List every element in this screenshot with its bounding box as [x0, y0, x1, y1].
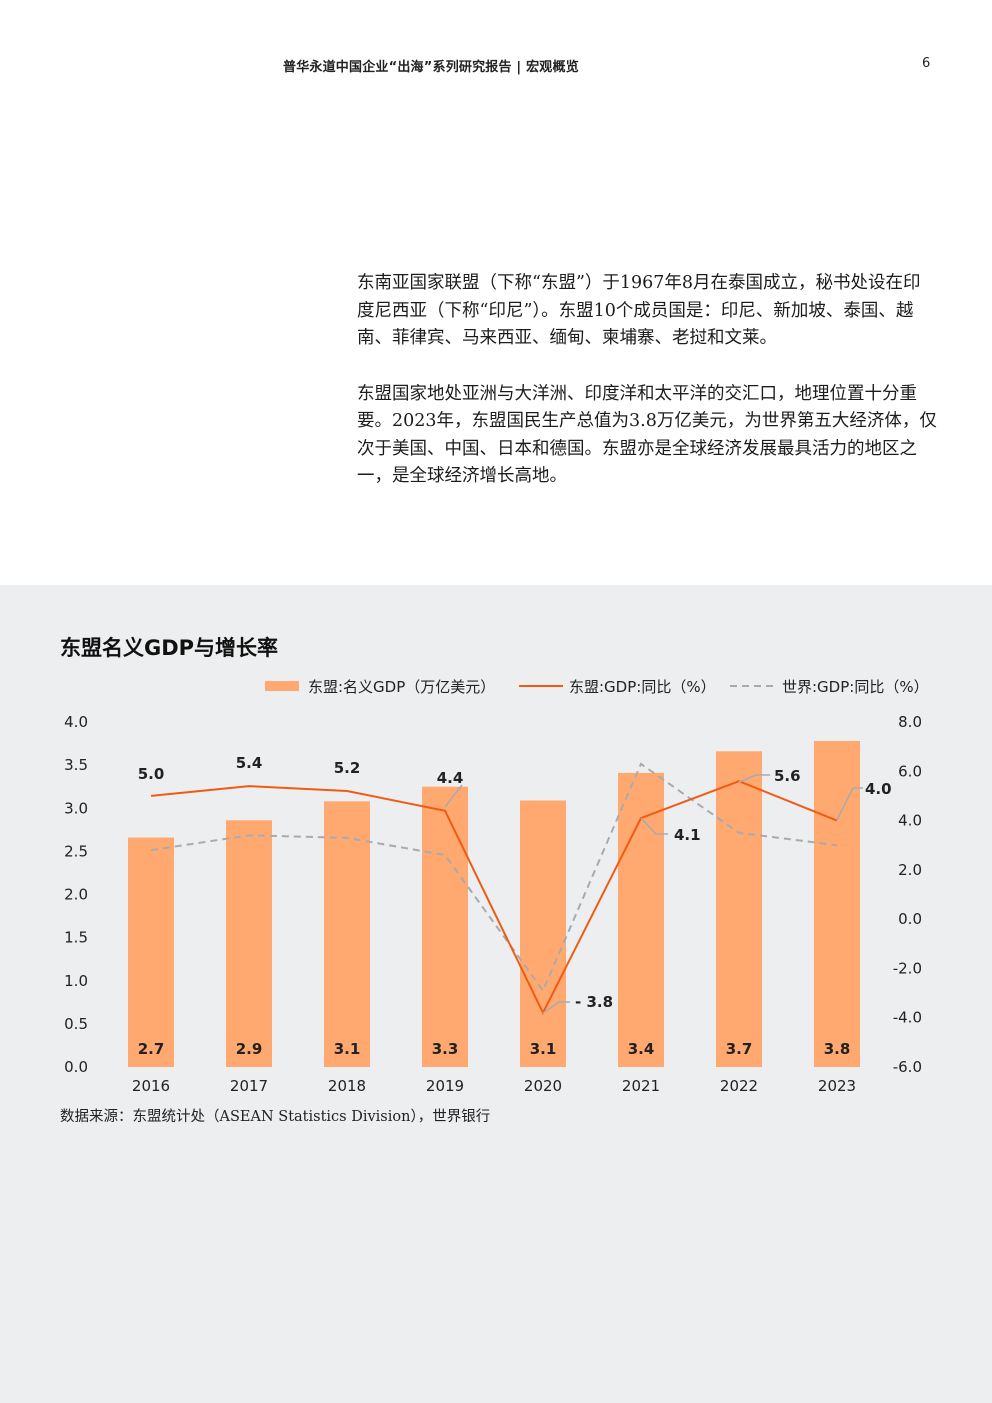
callout-leader-2020 — [542, 1001, 570, 1014]
report-title: 普华永道中国企业“出海”系列研究报告 | 宏观概览 — [283, 60, 579, 75]
x-axis-label-2023: 2023 — [818, 1077, 856, 1095]
gdp-bar-label-2020: 3.1 — [530, 1040, 557, 1058]
gdp-bar-2022 — [716, 751, 762, 1067]
gdp-bar-label-2023: 3.8 — [824, 1040, 851, 1058]
x-axis-label-2019: 2019 — [426, 1077, 464, 1095]
left-axis-tick-3: 1.5 — [64, 929, 88, 947]
left-axis-tick-2: 1.0 — [64, 972, 88, 990]
x-axis-label-2018: 2018 — [328, 1077, 366, 1095]
asean-growth-label-2020: - 3.8 — [575, 993, 613, 1011]
asean-growth-label-2021: 4.1 — [674, 826, 701, 844]
growth-callouts — [444, 774, 863, 1014]
asean-growth-label-2023: 4.0 — [865, 780, 892, 798]
world-growth-line — [150, 762, 838, 993]
data-source: 数据来源：东盟统计处（ASEAN Statistics Division），世界… — [60, 1109, 491, 1125]
gdp-bar-label-2016: 2.7 — [138, 1040, 165, 1058]
gdp-bar-2018 — [324, 801, 370, 1067]
gdp-bar-2016 — [128, 837, 174, 1067]
intro-paragraph-2: 东盟国家地处亚洲与大洋洲、印度洋和太平洋的交汇口，地理位置十分重要。2023年，… — [357, 383, 937, 487]
left-axis-tick-6: 3.0 — [64, 799, 88, 817]
asean-growth-label-2022: 5.6 — [774, 767, 801, 785]
world-growth-series — [150, 762, 838, 993]
legend-asean-growth-label: 东盟:GDP:同比（%） — [569, 678, 716, 696]
right-axis-tick-5: 4.0 — [898, 812, 922, 830]
asean-growth-label-2017: 5.4 — [236, 754, 263, 772]
x-axis-label-2020: 2020 — [524, 1077, 562, 1095]
x-axis-label-2017: 2017 — [230, 1077, 268, 1095]
asean-growth-label-2016: 5.0 — [138, 765, 165, 783]
gdp-bar-label-2017: 2.9 — [236, 1040, 263, 1058]
page-header: 普华永道中国企业“出海”系列研究报告 | 宏观概览 6 — [0, 55, 992, 77]
left-axis-tick-1: 0.5 — [64, 1015, 88, 1033]
legend-gdp-swatch — [265, 681, 299, 691]
right-axis-tick-2: -2.0 — [893, 959, 922, 977]
gdp-bar-2021 — [618, 772, 664, 1067]
left-axis-tick-4: 2.0 — [64, 886, 88, 904]
gdp-bars — [128, 740, 860, 1067]
gdp-bar-2020 — [520, 800, 566, 1067]
gdp-bar-label-2021: 3.4 — [628, 1040, 655, 1058]
left-axis-tick-0: 0.0 — [64, 1058, 88, 1076]
left-axis-tick-8: 4.0 — [64, 713, 88, 731]
intro-paragraph-1: 东南亚国家联盟（下称“东盟”）于1967年8月在泰国成立，秘书处设在印度尼西亚（… — [357, 273, 921, 348]
x-axis: 2016 2017 2018 2019 2020 2021 2022 2023 — [132, 1077, 856, 1095]
legend-world-growth-label: 世界:GDP:同比（%） — [782, 678, 929, 696]
x-axis-label-2022: 2022 — [720, 1077, 758, 1095]
callout-leader-2021 — [640, 817, 668, 835]
gdp-bar-label-2022: 3.7 — [726, 1040, 753, 1058]
gdp-bar-2017 — [226, 820, 272, 1067]
gdp-bar-label-2019: 3.3 — [432, 1040, 459, 1058]
gdp-bar-label-2018: 3.1 — [334, 1040, 361, 1058]
callout-leader-2022 — [738, 774, 770, 783]
gdp-growth-chart: 东盟:名义GDP（万亿美元） 东盟:GDP:同比（%） 世界:GDP:同比（%）… — [64, 678, 929, 1095]
chart-section: 东盟名义GDP与增长率 东盟:名义GDP（万亿美元） 东盟:GDP:同比（%） … — [0, 585, 992, 1403]
right-axis-tick-7: 8.0 — [898, 713, 922, 731]
x-axis-label-2021: 2021 — [622, 1077, 660, 1095]
right-axis-tick-4: 2.0 — [898, 861, 922, 879]
right-axis-tick-6: 6.0 — [898, 762, 922, 780]
left-axis-tick-5: 2.5 — [64, 842, 88, 860]
page-number: 6 — [922, 56, 931, 71]
chart-title: 东盟名义GDP与增长率 — [60, 636, 279, 660]
gdp-bar-2023 — [814, 740, 860, 1067]
legend-gdp-label: 东盟:名义GDP（万亿美元） — [308, 678, 495, 696]
chart-labels: 2.7 2.9 3.1 3.3 3.1 3.4 3.7 3.8 5.0 5.4 5.2 4.4 - 3.… — [138, 754, 892, 1058]
asean-growth-label-2018: 5.2 — [334, 759, 361, 777]
right-axis-tick-3: 0.0 — [898, 910, 922, 928]
chart-legend: 东盟:名义GDP（万亿美元） 东盟:GDP:同比（%） 世界:GDP:同比（%） — [265, 678, 929, 696]
right-axis: -6.0 -4.0 -2.0 0.0 2.0 4.0 6.0 8.0 — [893, 713, 922, 1076]
right-axis-tick-0: -6.0 — [893, 1058, 922, 1076]
intro-text: 东南亚国家联盟（下称“东盟”）于1967年8月在泰国成立，秘书处设在印度尼西亚（… — [357, 270, 937, 519]
gdp-bar-2019 — [422, 786, 468, 1067]
callout-leader-2019 — [444, 784, 463, 808]
left-axis-tick-7: 3.5 — [64, 756, 88, 774]
right-axis-tick-1: -4.0 — [893, 1009, 922, 1027]
callout-leader-2023 — [836, 787, 863, 821]
x-axis-label-2016: 2016 — [132, 1077, 170, 1095]
left-axis: 0.0 0.5 1.0 1.5 2.0 2.5 3.0 3.5 4.0 — [64, 713, 88, 1076]
asean-growth-line — [150, 780, 838, 1016]
asean-growth-label-2019: 4.4 — [437, 769, 464, 787]
